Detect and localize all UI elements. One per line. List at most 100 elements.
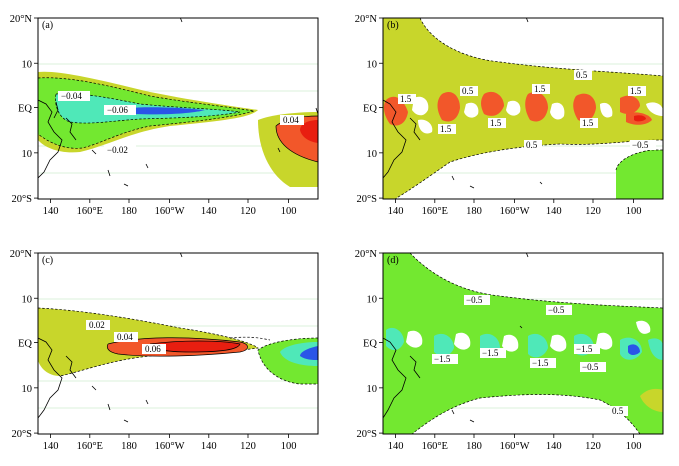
y-tick-label: 10 <box>22 294 33 305</box>
panel-c-tag: (c) <box>42 255 53 266</box>
x-tick-label: 140 <box>201 206 217 217</box>
contour-label: −1.5 <box>482 348 499 358</box>
panel-b-hole <box>506 100 521 116</box>
y-tick-label: 20°N <box>355 249 378 260</box>
panel-d-contour-green <box>383 253 663 434</box>
contour-label: 1.5 <box>490 118 502 128</box>
contour-label: −0.5 <box>466 295 483 305</box>
panel-b-hole <box>418 119 433 134</box>
panel-a-coastline <box>38 18 318 187</box>
contour-label: −0.5 <box>582 362 599 372</box>
y-tick-label: 20°S <box>356 194 377 205</box>
panel-b-field <box>383 18 663 199</box>
x-tick-label: 180 <box>121 441 137 452</box>
panel-a-contour-blue <box>118 107 205 115</box>
contour-label: −1.5 <box>532 358 549 368</box>
panel-a: (a) −0.04 −0.06 −0.02 0.04 <box>37 17 319 200</box>
panel-d-hole <box>636 320 651 334</box>
y-tick-label: 20°S <box>11 429 32 440</box>
panel-b-blob <box>481 91 504 116</box>
panel-b-contour-yellow <box>383 18 663 199</box>
panel-b-tag: (b) <box>387 20 399 31</box>
panel-b-coastline <box>383 18 543 189</box>
panel-b-hole <box>550 102 565 120</box>
panel-d-blob <box>434 333 454 357</box>
x-tick-label: 140 <box>43 206 59 217</box>
y-tick-label: 10 <box>367 384 378 395</box>
y-tick-label: EQ <box>363 104 377 115</box>
contour-label: 1.5 <box>440 124 452 134</box>
panel-a-contour-east-red <box>300 120 318 143</box>
panel-d-hole <box>454 332 471 350</box>
panel-d-hole <box>596 332 613 350</box>
x-tick-label: 140 <box>201 441 217 452</box>
panel-b-frame <box>382 17 664 200</box>
x-tick-label: 160°W <box>155 206 185 217</box>
panel-d-hole <box>406 330 423 348</box>
panel-b-contour-green <box>616 150 663 199</box>
x-tick-label: 140 <box>43 441 59 452</box>
panel-d-labels: −0.5 −0.5 −1.5 −1.5 −1.5 −1.5 −0.5 0.5 <box>432 295 628 416</box>
x-tick-label: 100 <box>281 206 297 217</box>
x-tick-label: 120 <box>240 206 256 217</box>
x-tick-label: 160°E <box>77 206 103 217</box>
panel-d-coastline <box>383 253 529 423</box>
x-tick-label: 160°W <box>500 441 530 452</box>
contour-label: 0.04 <box>117 332 133 342</box>
contour-label: −1.5 <box>434 354 451 364</box>
y-tick-label: 10 <box>367 294 378 305</box>
x-tick-label: 180 <box>466 206 482 217</box>
y-tick-label: 10 <box>22 149 33 160</box>
contour-label: −0.02 <box>107 145 128 155</box>
panel-c-labels: 0.02 0.04 0.06 <box>86 320 166 354</box>
panel-c-field <box>38 253 318 423</box>
x-tick-label: 160°E <box>77 441 103 452</box>
panel-b-blob <box>620 95 640 114</box>
panel-c-frame <box>37 252 319 435</box>
contour-label: 0.5 <box>526 140 538 150</box>
x-tick-label: 140 <box>546 206 562 217</box>
x-tick-label: 180 <box>466 441 482 452</box>
y-tick-label: 20°N <box>10 249 33 260</box>
panel-b-labels: 1.5 0.5 1.5 1.5 1.5 1.5 1.5 0.5 0.5 −0.5 <box>398 70 656 150</box>
contour-label: 0.02 <box>89 320 105 330</box>
contour-label: 0.5 <box>462 86 474 96</box>
x-tick-label: 160°E <box>422 206 448 217</box>
panel-a-tag: (a) <box>42 20 53 31</box>
axes: 140 160°E 180 160°W 140 120 100 20°N 10 EQ 10 20°S 1… <box>10 14 642 452</box>
contour-label: 1.5 <box>534 84 546 94</box>
contour-label: 1.5 <box>630 86 642 96</box>
panel-d-hole <box>502 334 519 352</box>
x-tick-label: 160°E <box>422 441 448 452</box>
contour-label: 0.04 <box>283 115 299 125</box>
panel-b-blob-core <box>634 115 646 122</box>
panel-d-blob <box>648 338 663 360</box>
contour-label: −1.5 <box>576 344 593 354</box>
panel-d: (d) −0.5 −0.5 −1.5 −1.5 −1.5 −1.5 −0.5 0… <box>382 252 664 435</box>
contour-label: 1.5 <box>400 94 412 104</box>
panel-b-blob <box>573 93 596 122</box>
x-tick-label: 160°W <box>500 206 530 217</box>
y-tick-label: 20°S <box>356 429 377 440</box>
contour-label: −0.5 <box>548 305 565 315</box>
panel-a-frame <box>37 17 319 200</box>
panel-b-hole <box>412 96 429 116</box>
panel-c-contour-east-cyan <box>280 342 318 366</box>
panel-d-blob <box>528 333 548 358</box>
contour-label: −0.04 <box>61 91 82 101</box>
y-tick-label: 20°N <box>10 14 33 25</box>
y-tick-label: 10 <box>367 59 378 70</box>
panel-a-field <box>38 18 318 187</box>
y-tick-label: EQ <box>18 339 32 350</box>
x-tick-label: 140 <box>546 441 562 452</box>
y-tick-label: EQ <box>18 104 32 115</box>
contour-label: 1.5 <box>582 118 594 128</box>
panel-b-blob <box>437 91 460 122</box>
contour-label: −0.5 <box>632 140 649 150</box>
panel-c-coastline <box>38 253 183 423</box>
contour-label: 0.5 <box>576 70 588 80</box>
panel-d-tag: (d) <box>387 255 399 266</box>
x-tick-label: 100 <box>626 206 642 217</box>
contour-label: −0.06 <box>107 105 128 115</box>
